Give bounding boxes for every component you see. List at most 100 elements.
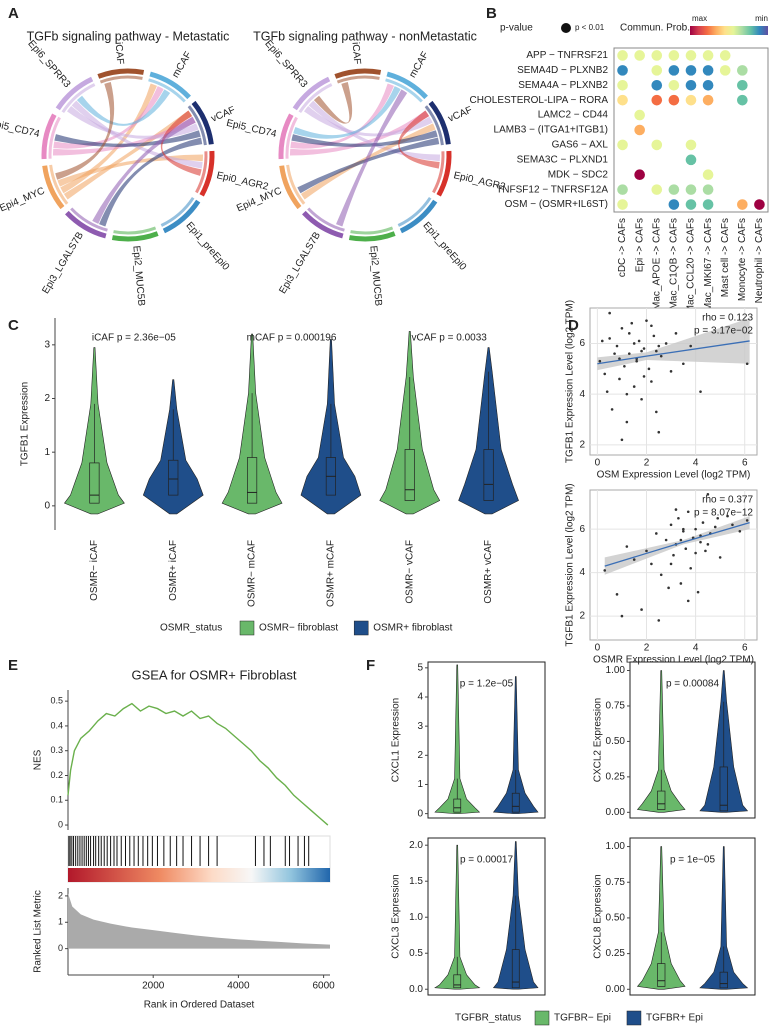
fit-line xyxy=(604,521,750,567)
chord-link xyxy=(54,130,201,147)
y-tick-label: 2 xyxy=(579,440,585,451)
point xyxy=(618,357,621,360)
point xyxy=(608,311,611,315)
node-label: Epi1_preEpi0 xyxy=(183,220,231,273)
chord-inner-arc xyxy=(48,116,61,159)
y-axis-label: Ranked List Metric xyxy=(33,890,44,973)
y-tick-label: 0.50 xyxy=(606,913,626,924)
dot xyxy=(668,65,680,76)
point xyxy=(674,508,678,511)
row-label: APP − TNFRSF21 xyxy=(526,50,608,61)
chord-link xyxy=(53,86,164,149)
point xyxy=(682,362,685,366)
chord-inner-arc xyxy=(385,78,423,103)
y-tick-label: 0.00 xyxy=(606,807,626,818)
dot xyxy=(651,139,663,151)
violin xyxy=(636,670,686,813)
dot xyxy=(685,184,697,195)
panel-label: B xyxy=(486,5,497,22)
chord-inner-arc xyxy=(148,78,186,103)
y-tick-label: 1.5 xyxy=(409,876,423,887)
point xyxy=(686,510,690,514)
chord-arc xyxy=(199,150,215,197)
chord-inner-arc xyxy=(350,226,394,235)
col-label: Mac_CCL20 -> CAFs xyxy=(686,218,697,313)
point xyxy=(659,354,663,358)
point xyxy=(699,540,702,544)
dot xyxy=(617,184,628,195)
x-tick-label: OSMR− mCAF xyxy=(247,540,258,607)
y-tick-label: 0.3 xyxy=(50,745,63,755)
y-tick-label: 0.1 xyxy=(50,795,63,805)
point xyxy=(650,380,653,383)
col-label: Epi -> CAFs xyxy=(634,218,645,272)
dot xyxy=(668,94,680,106)
row-label: SEMA3C − PLXND1 xyxy=(517,154,609,165)
dot xyxy=(668,50,680,61)
chord-inner-arc xyxy=(286,164,306,205)
point xyxy=(686,599,690,603)
box xyxy=(404,449,415,501)
x-tick-label: 6 xyxy=(742,643,748,654)
chord-arc xyxy=(162,199,201,234)
y-tick-label: 0 xyxy=(44,500,50,511)
node-label: Epi2_MUC5B xyxy=(130,245,146,307)
point xyxy=(706,543,710,546)
box xyxy=(168,459,179,496)
point xyxy=(716,516,720,520)
legend-label: OSMR− fibroblast xyxy=(259,623,338,634)
box xyxy=(453,798,462,813)
point xyxy=(718,556,722,559)
point xyxy=(731,523,734,527)
dot xyxy=(702,169,714,181)
point xyxy=(682,527,685,531)
chord-inner-arc xyxy=(298,83,333,114)
legend-title: p-value xyxy=(500,23,533,34)
plot-frame xyxy=(629,837,756,996)
violin xyxy=(492,676,539,814)
point xyxy=(637,339,641,343)
y-tick-label: 0.00 xyxy=(606,984,626,995)
point xyxy=(657,430,661,434)
point xyxy=(605,390,609,393)
annotation: p = 8.07e−12 xyxy=(694,508,753,519)
point xyxy=(608,337,611,340)
y-tick-label: 0.4 xyxy=(50,720,63,730)
dot xyxy=(702,65,714,76)
point xyxy=(738,530,742,533)
y-tick-label: 6 xyxy=(579,338,585,349)
col-label: Mast cell -> CAFs xyxy=(720,218,731,297)
chord-link xyxy=(291,130,438,147)
point xyxy=(650,562,653,566)
chord-inner-arc xyxy=(187,105,207,146)
y-tick-label: 1 xyxy=(417,779,423,790)
point xyxy=(655,349,658,353)
legend-key xyxy=(353,620,369,636)
dot xyxy=(685,94,697,106)
x-tick-label: OSMR+ mCAF xyxy=(326,540,337,607)
dot xyxy=(685,50,697,61)
chord-link xyxy=(160,110,202,176)
chord-link xyxy=(55,81,115,180)
dot xyxy=(651,65,663,76)
chord-arc xyxy=(41,113,57,160)
chord-arc xyxy=(436,150,452,197)
dot xyxy=(737,94,748,106)
point xyxy=(623,364,626,368)
y-tick-label: 0 xyxy=(58,943,63,953)
dot xyxy=(702,199,714,210)
chart-title: TGFb signaling pathway - nonMetastatic xyxy=(253,29,477,43)
box xyxy=(511,792,520,813)
point xyxy=(618,377,621,381)
running-score xyxy=(67,702,329,826)
dot xyxy=(617,79,628,91)
annotation: vCAF p = 0.0033 xyxy=(412,333,488,344)
x-tick-label: OSMR− iCAF xyxy=(89,540,100,601)
annotation: p = 0.00017 xyxy=(460,855,514,866)
y-tick-label: 3 xyxy=(44,339,50,350)
y-axis-label: CXCL1 Expression xyxy=(391,698,402,782)
point xyxy=(657,344,661,348)
plot-frame xyxy=(613,47,769,213)
node-label: iCAF xyxy=(113,42,126,65)
chord-arc xyxy=(348,231,396,242)
